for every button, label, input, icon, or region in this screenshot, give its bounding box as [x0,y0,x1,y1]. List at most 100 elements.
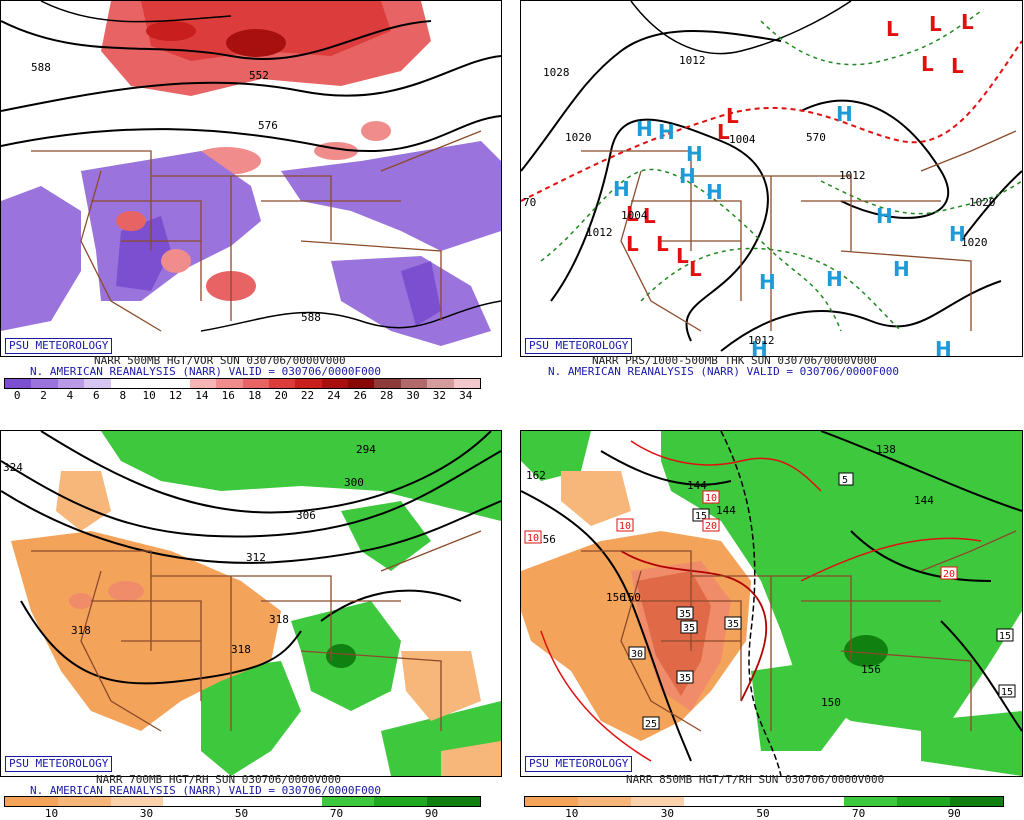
height-label: 300 [344,476,364,489]
colorbar-swatch [57,379,85,388]
temp850-map: 162 156 156 144 144 138 144 156 150 150 … [520,430,1023,777]
low-pressure-marker: L [961,10,974,34]
low-pressure-marker: L [886,17,899,41]
height-label: 318 [71,624,91,637]
map-subtitle: N. AMERICAN REANALYSIS (NARR) VALID = 03… [30,784,381,797]
colorbar-swatch [189,379,217,388]
colorbar-tick-label: 20 [274,389,288,402]
height-label: 318 [269,613,289,626]
colorbar-swatch [949,797,1003,806]
colorbar-swatch [57,797,111,806]
high-pressure-marker: H [935,337,952,356]
psu-meteorology-badge: PSU METEOROLOGY [525,338,633,354]
high-pressure-marker: H [751,337,768,356]
colorbar-swatch [896,797,950,806]
colorbar-swatch [31,379,58,388]
svg-text:10: 10 [619,521,631,532]
panel-pressure-thickness: H H H H H H H H H H H H H H L L L L L L … [520,0,1024,400]
map-subtitle: N. AMERICAN REANALYSIS (NARR) VALID = 03… [30,365,381,378]
svg-text:25: 25 [645,719,657,730]
height-label: 312 [246,551,266,564]
colorbar-swatch [374,379,401,388]
panel-700mb-rh: 324 294 300 306 312 318 318 318 PSU METE… [0,430,503,820]
colorbar-swatch [268,797,322,806]
colorbar-tick-label: 4 [66,389,74,402]
colorbar-swatch [268,379,296,388]
colorbar-swatch [242,379,269,388]
vorticity-colorbar [4,378,481,389]
height-label: 588 [31,61,51,74]
thickness-label: 70 [523,196,536,209]
colorbar-swatch [216,797,269,806]
temp-label-box: 35 [724,616,742,630]
colorbar-tick-label: 16 [221,389,235,402]
map-title: NARR 850MB HGT/T/RH SUN 030706/0000V000 [626,773,885,786]
colorbar-tick-label: 10 [565,807,579,820]
colorbar-tick-label: 30 [139,807,154,820]
low-pressure-marker: L [921,52,934,76]
temp-label-box: 15 [998,684,1016,698]
height-label: 294 [356,443,376,456]
colorbar-swatch [84,379,111,388]
colorbar-tick-label: 14 [195,389,209,402]
high-pressure-marker: H [613,177,630,201]
temp-label-box: 10 [702,490,720,504]
high-pressure-marker: H [658,120,675,144]
svg-text:30: 30 [631,649,643,660]
isobar-label: 1004 [729,133,756,146]
svg-text:15: 15 [695,511,707,522]
colorbar-tick-label: 24 [327,389,341,402]
map-title: NARR PRS/1000-500MB THK SUN 030706/0000V… [592,354,877,367]
colorbar-tick-label: 50 [756,807,770,820]
height-label: 576 [258,119,278,132]
temp-label-box: 20 [702,518,720,532]
height-label: 162 [526,469,546,482]
colorbar-swatch [631,797,685,806]
temp-label-box: 30 [628,646,646,660]
panel-500mb-vorticity: 588 576 552 588 PSU METEOROLOGY NARR 500… [0,0,503,402]
temp-label-box: 20 [940,566,958,580]
isobar-label: 1020 [565,131,592,144]
temp850-map-canvas: 162 156 156 144 144 138 144 156 150 150 … [521,431,1022,776]
colorbar-swatch [578,797,632,806]
colorbar-tick-label: 8 [119,389,127,402]
colorbar-tick-label: 34 [459,389,473,402]
colorbar-swatch [737,797,791,806]
height-label: 156 [861,663,881,676]
colorbar-swatch [110,379,137,388]
colorbar-swatch [136,379,164,388]
isobar-label: 1012 [748,334,775,347]
vorticity-map: 588 576 552 588 PSU METEOROLOGY [0,0,502,357]
high-pressure-marker: H [949,222,966,246]
colorbar-tick-label: 0 [13,389,21,402]
psu-meteorology-badge: PSU METEOROLOGY [5,756,113,772]
high-pressure-marker: H [686,142,703,166]
colorbar-tick-label: 70 [851,807,866,820]
high-pressure-marker: H [679,164,696,188]
panel-850mb-temp-rh: 162 156 156 144 144 138 144 156 150 150 … [520,430,1024,820]
rh700-map-canvas: 324 294 300 306 312 318 318 318 [1,431,501,776]
low-pressure-marker: L [929,12,942,36]
low-pressure-marker: L [626,202,639,226]
colorbar-tick-label: 18 [248,389,262,402]
colorbar-swatch [321,379,349,388]
svg-text:35: 35 [727,619,739,630]
colorbar-tick-label: 70 [329,807,344,820]
psu-meteorology-badge: PSU METEOROLOGY [5,338,113,354]
isobar-label: 1020 [969,196,996,209]
colorbar-swatch [400,379,428,388]
high-pressure-marker: H [836,102,853,126]
high-pressure-marker: H [893,257,910,281]
colorbar-tick-label: 32 [432,389,447,402]
vorticity-map-canvas: 588 576 552 588 [1,1,501,346]
high-pressure-marker: H [706,180,723,204]
low-pressure-marker: L [951,54,964,78]
colorbar-swatch [453,379,481,388]
colorbar-swatch [374,797,428,806]
colorbar-swatch [216,379,243,388]
colorbar-swatch [321,797,375,806]
temp850-colorbar [524,796,1004,807]
colorbar-swatch [684,797,738,806]
height-label: 318 [231,643,251,656]
isobar-label: 1012 [839,169,866,182]
